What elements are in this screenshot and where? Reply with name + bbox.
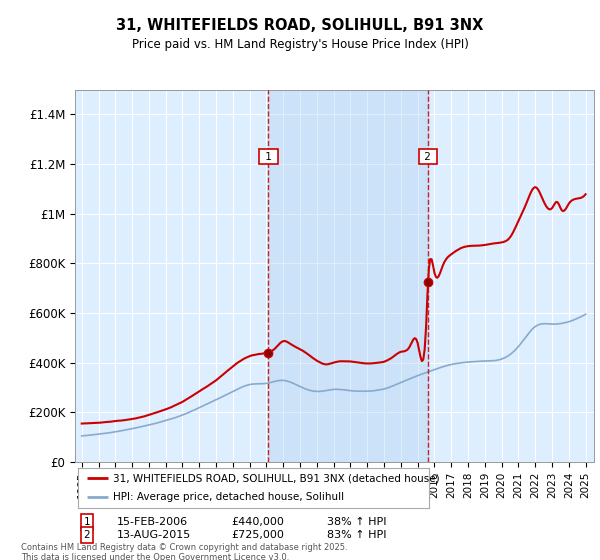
Text: Contains HM Land Registry data © Crown copyright and database right 2025.
This d: Contains HM Land Registry data © Crown c… (21, 543, 347, 560)
Text: £440,000: £440,000 (231, 517, 284, 527)
Text: 15-FEB-2006: 15-FEB-2006 (117, 517, 188, 527)
Text: 31, WHITEFIELDS ROAD, SOLIHULL, B91 3NX (detached house): 31, WHITEFIELDS ROAD, SOLIHULL, B91 3NX … (113, 474, 440, 483)
Bar (268, 90, 428, 462)
Text: 1: 1 (262, 152, 275, 162)
Text: HPI: Average price, detached house, Solihull: HPI: Average price, detached house, Soli… (113, 492, 344, 502)
Text: 1: 1 (83, 517, 91, 527)
Text: 2: 2 (421, 152, 434, 162)
Text: Price paid vs. HM Land Registry's House Price Index (HPI): Price paid vs. HM Land Registry's House … (131, 38, 469, 52)
Text: 31, WHITEFIELDS ROAD, SOLIHULL, B91 3NX: 31, WHITEFIELDS ROAD, SOLIHULL, B91 3NX (116, 18, 484, 32)
Text: £725,000: £725,000 (231, 530, 284, 540)
Text: 2: 2 (83, 530, 91, 540)
Text: 13-AUG-2015: 13-AUG-2015 (117, 530, 191, 540)
Text: 83% ↑ HPI: 83% ↑ HPI (327, 530, 386, 540)
Text: 38% ↑ HPI: 38% ↑ HPI (327, 517, 386, 527)
